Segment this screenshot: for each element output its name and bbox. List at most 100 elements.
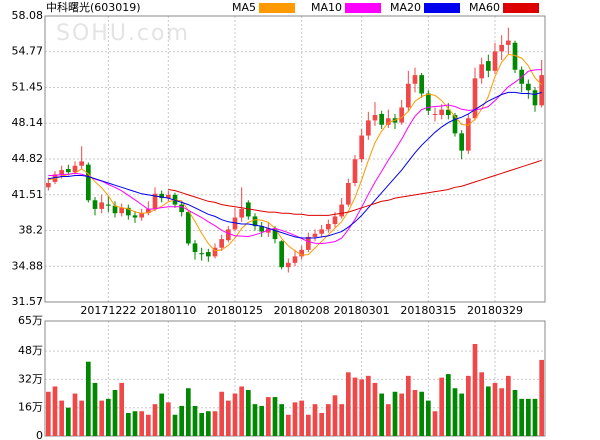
candle-body: [352, 159, 358, 184]
candle-body: [479, 64, 484, 79]
candle-body: [539, 75, 544, 106]
volume-bar: [112, 390, 118, 436]
volume-bar: [266, 397, 271, 436]
candle-body: [466, 118, 471, 151]
volume-bar: [72, 393, 78, 436]
volume-bar: [326, 404, 331, 436]
candle-body: [492, 51, 498, 71]
legend-label: MA20: [390, 1, 421, 14]
candle-body: [99, 202, 104, 209]
candle-body: [486, 61, 491, 71]
volume-bar: [92, 382, 98, 436]
candle-body: [372, 115, 378, 121]
volume-bar: [259, 405, 264, 436]
watermark: SOHU.com: [56, 21, 190, 46]
legend-swatch: [259, 3, 295, 13]
candle-body: [292, 256, 298, 263]
volume-bar: [532, 398, 538, 436]
candle-body: [526, 83, 531, 91]
volume-bar: [452, 388, 458, 436]
candle-body: [426, 93, 431, 111]
ma-line: [48, 53, 543, 256]
volume-bar: [386, 404, 391, 436]
y-tick-label: 44.82: [12, 152, 44, 165]
candle-body: [186, 212, 191, 244]
candle-body: [319, 229, 324, 234]
candle-body: [259, 226, 264, 232]
y-tick-label: 31.57: [12, 295, 44, 308]
volume-bar: [139, 411, 144, 436]
x-tick-label: 20171222: [80, 304, 136, 317]
volume-bar: [399, 393, 404, 436]
candle-body: [86, 164, 91, 201]
candle-body: [92, 200, 98, 209]
volume-bar: [206, 411, 211, 436]
candle-body: [199, 253, 204, 255]
volume-bar: [406, 375, 411, 436]
volume-bar: [172, 414, 178, 436]
candle-body: [532, 90, 538, 106]
volume-bar: [339, 404, 344, 436]
volume-bar: [212, 411, 218, 436]
x-tick-label: 20180301: [334, 304, 390, 317]
candle-body: [79, 161, 84, 166]
volume-bar: [279, 404, 284, 436]
candle-body: [119, 207, 124, 214]
candle-body: [326, 224, 331, 230]
volume-bar: [519, 398, 524, 436]
volume-bar: [199, 413, 204, 436]
candle-body: [499, 44, 504, 52]
volume-bar: [159, 393, 164, 436]
volume-bar: [152, 404, 158, 436]
candle-body: [166, 194, 171, 199]
candle-body: [312, 233, 318, 237]
candle-body: [252, 216, 258, 227]
volume-bar: [52, 386, 58, 436]
volume-bar: [352, 377, 358, 436]
volume-bar: [146, 414, 151, 436]
candle-body: [139, 213, 144, 218]
candle-body: [179, 204, 184, 213]
candle-body: [512, 42, 518, 70]
y-tick-label: 38.2: [19, 223, 44, 236]
volume-bar: [166, 402, 171, 436]
candle-body: [452, 115, 458, 134]
volume-bar: [312, 404, 318, 436]
y-tick-label: 0: [36, 429, 43, 440]
candle-body: [399, 107, 404, 123]
candle-body: [212, 247, 218, 257]
candle-body: [439, 109, 444, 116]
volume-bar: [392, 391, 398, 436]
candle-body: [359, 135, 364, 160]
candle-body: [126, 207, 131, 216]
volume-bar: [132, 411, 138, 436]
candle-body: [446, 109, 451, 116]
volume-bar: [492, 382, 498, 436]
candle-body: [112, 205, 118, 214]
candle-body: [52, 174, 58, 182]
volume-bar: [292, 402, 298, 436]
volume-bar: [346, 372, 351, 436]
candle-body: [406, 83, 411, 108]
volume-bar: [272, 397, 278, 436]
y-tick-label: 58.08: [12, 9, 44, 22]
candle-body: [206, 252, 211, 257]
candle-body: [132, 215, 138, 218]
candle-body: [246, 202, 251, 217]
volume-bar: [246, 390, 251, 436]
legend-label: MA60: [469, 1, 500, 14]
candle-body: [239, 208, 244, 218]
volume-bar: [526, 398, 531, 436]
candle-body: [386, 118, 391, 125]
legend-swatch: [345, 3, 381, 13]
legend-swatch: [424, 3, 460, 13]
candle-body: [219, 239, 224, 248]
volume-bar: [219, 391, 224, 436]
volume-bar: [299, 400, 304, 436]
volume-bar: [419, 391, 424, 436]
ma-line: [168, 159, 542, 216]
y-tick-label: 16万: [18, 401, 43, 414]
candle-body: [432, 113, 438, 115]
y-tick-label: 34.88: [12, 259, 44, 272]
